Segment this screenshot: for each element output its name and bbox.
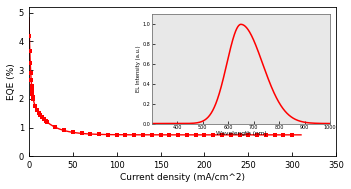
Y-axis label: EQE (%): EQE (%)	[7, 63, 16, 100]
X-axis label: Current density (mA/cm^2): Current density (mA/cm^2)	[120, 173, 245, 182]
